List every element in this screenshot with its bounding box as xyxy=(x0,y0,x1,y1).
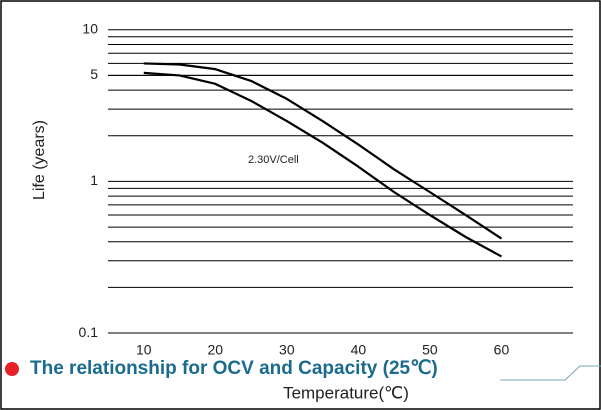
annotation: 2.30V/Cell xyxy=(248,154,299,166)
x-axis-label: Temperature(℃) xyxy=(283,383,409,402)
x-tick-label: 40 xyxy=(351,342,367,358)
x-tick-label: 10 xyxy=(136,342,152,358)
life-curve xyxy=(143,71,502,258)
x-tick-label: 60 xyxy=(494,342,510,358)
y-tick-label: 5 xyxy=(90,66,98,82)
y-tick-label: 0.1 xyxy=(79,324,99,340)
y-axis-label: Life (years) xyxy=(31,120,48,200)
x-tick-label: 30 xyxy=(279,342,295,358)
decor-line xyxy=(500,365,601,381)
life-curve xyxy=(143,62,503,240)
y-tick-label: 1 xyxy=(90,172,98,188)
x-tick-label: 20 xyxy=(208,342,224,358)
bullet xyxy=(5,362,19,376)
y-tick-label: 10 xyxy=(82,20,98,36)
section-title: The relationship for OCV and Capacity (2… xyxy=(30,358,438,379)
x-tick-label: 50 xyxy=(422,342,438,358)
